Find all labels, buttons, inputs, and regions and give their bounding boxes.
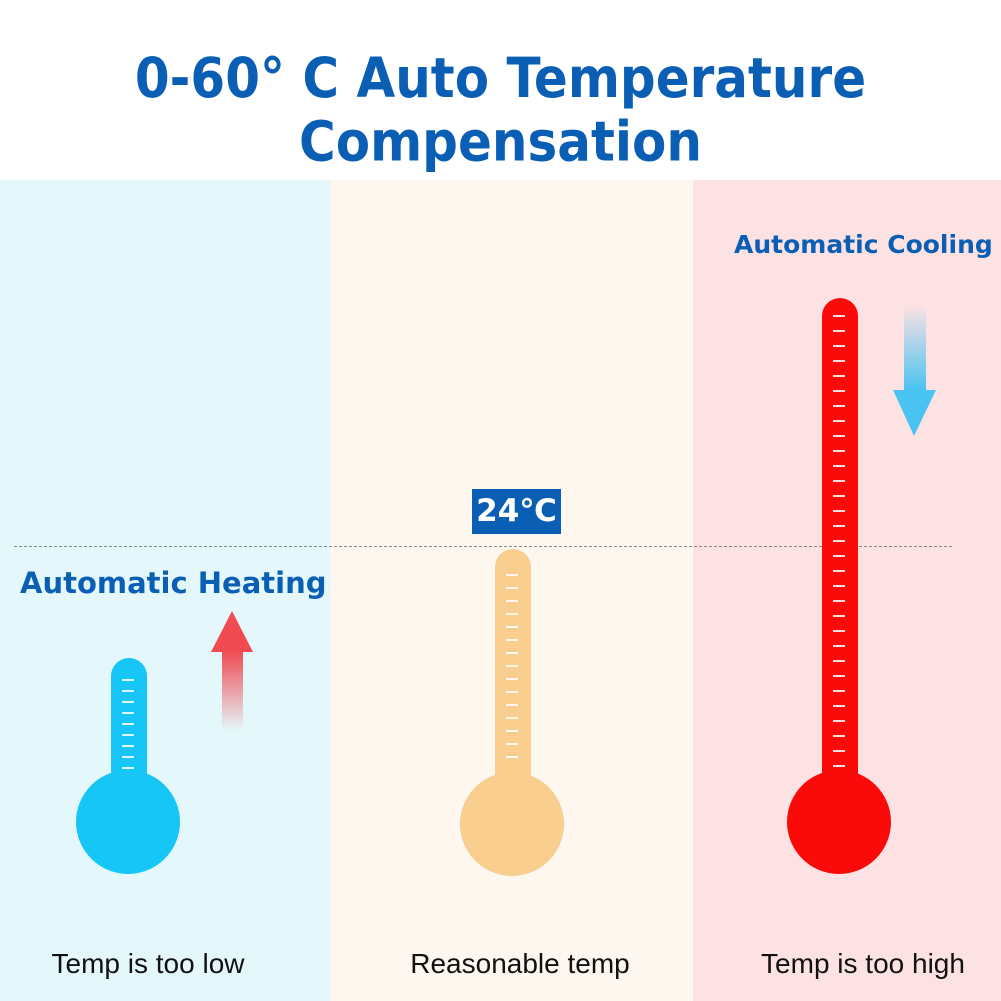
down-arrow-icon bbox=[893, 305, 936, 436]
caption-too-low: Temp is too low bbox=[51, 948, 245, 979]
thermometer-icon-high bbox=[787, 298, 891, 874]
heating-label: Automatic Heating bbox=[20, 566, 327, 600]
caption-too-high: Temp is too high bbox=[761, 948, 965, 979]
caption-reasonable: Reasonable temp bbox=[410, 948, 630, 979]
thermometer-icon-mid bbox=[460, 549, 564, 876]
temperature-badge: 24℃ bbox=[472, 489, 561, 534]
thermometer-icon-low bbox=[76, 658, 180, 874]
cooling-label: Automatic Cooling bbox=[734, 230, 993, 259]
page-title: 0-60° C Auto Temperature Compensation bbox=[134, 46, 867, 174]
panel-too-low bbox=[0, 180, 330, 1001]
up-arrow-icon bbox=[211, 611, 253, 731]
reference-line bbox=[14, 546, 952, 547]
